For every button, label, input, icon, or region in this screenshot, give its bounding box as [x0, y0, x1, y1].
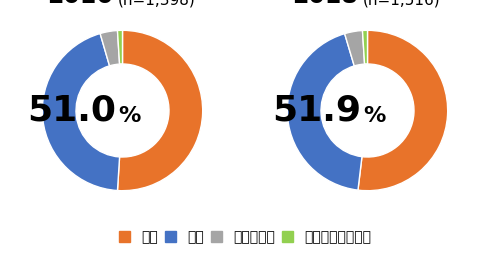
Wedge shape [118, 30, 203, 191]
Text: 51.9: 51.9 [272, 94, 361, 127]
Wedge shape [42, 33, 120, 190]
Text: 2016: 2016 [47, 0, 113, 8]
Wedge shape [118, 30, 122, 64]
Wedge shape [100, 31, 120, 66]
Wedge shape [358, 30, 448, 191]
Wedge shape [287, 34, 362, 190]
Text: (n=1,516): (n=1,516) [363, 0, 440, 8]
Text: 2018: 2018 [292, 0, 358, 8]
Text: (n=1,398): (n=1,398) [118, 0, 196, 8]
Text: 51.0: 51.0 [27, 94, 116, 127]
Legend: あり, なし, わからない, データは用いない: あり, なし, わからない, データは用いない [113, 225, 377, 250]
Text: %: % [119, 106, 141, 126]
Text: %: % [364, 106, 386, 126]
Wedge shape [363, 30, 368, 64]
Wedge shape [344, 31, 365, 66]
